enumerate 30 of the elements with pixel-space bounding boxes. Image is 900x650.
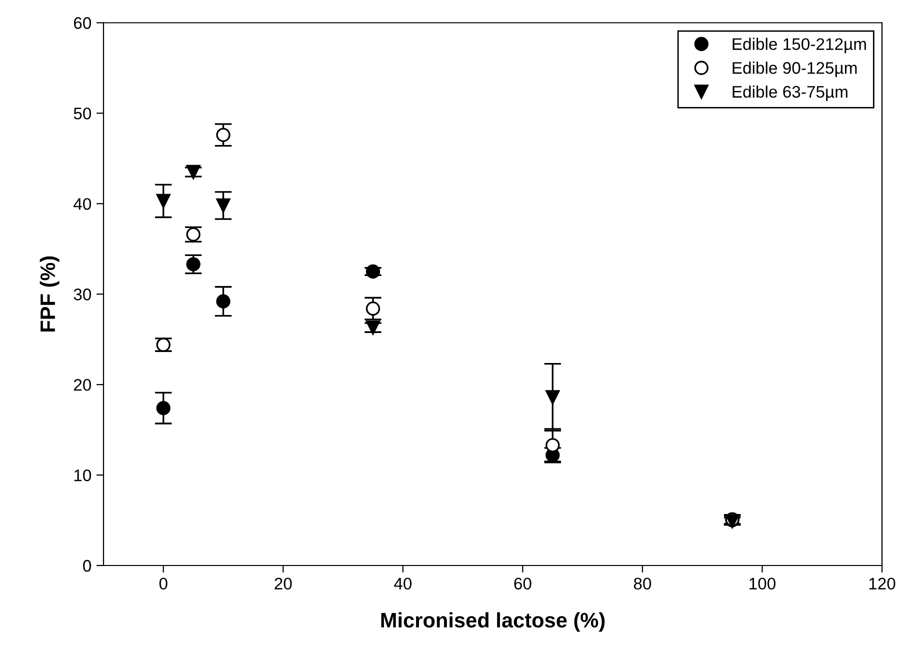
x-tick-label: 40 — [394, 578, 412, 590]
y-tick-label: 40 — [74, 198, 92, 210]
legend-label: Edible 150-212µm — [732, 38, 866, 54]
point — [216, 128, 230, 142]
point — [366, 302, 380, 316]
point — [366, 264, 380, 279]
y-tick-label: 50 — [74, 108, 92, 120]
x-tick-label: 80 — [634, 578, 652, 590]
legend-label: Edible 90-125µm — [732, 62, 857, 78]
legend-label: Edible 63-75µm — [732, 85, 848, 102]
x-tick-label: 60 — [514, 578, 532, 590]
point — [216, 198, 230, 213]
x-tick-label: 120 — [869, 578, 896, 590]
y-tick-label: 30 — [74, 288, 92, 300]
y-tick-label: 20 — [74, 378, 92, 391]
point — [546, 390, 560, 404]
x-tick-label: 100 — [750, 578, 776, 590]
y-tick-label: 0 — [83, 560, 92, 572]
point — [186, 257, 200, 272]
point — [156, 401, 170, 416]
x-tick-label: 20 — [274, 578, 292, 590]
point — [216, 294, 230, 308]
x-tick-label: 0 — [159, 578, 168, 590]
point — [156, 338, 170, 352]
y-axis-title: FPF (%) — [40, 256, 60, 332]
y-tick-label: 60 — [74, 17, 92, 29]
y-tick-label: 10 — [74, 469, 92, 482]
point — [156, 194, 170, 208]
x-axis-title: Micronised lactose (%) — [381, 612, 605, 632]
point — [546, 438, 560, 452]
